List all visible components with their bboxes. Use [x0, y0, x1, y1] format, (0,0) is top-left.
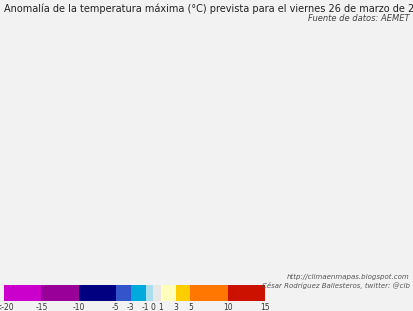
- Text: 10: 10: [222, 303, 232, 311]
- Bar: [145, 285, 153, 301]
- Bar: [175, 285, 190, 301]
- Text: 3: 3: [173, 303, 178, 311]
- Text: <-20: <-20: [0, 303, 13, 311]
- Text: -3: -3: [127, 303, 134, 311]
- Text: 5: 5: [188, 303, 192, 311]
- Text: 1: 1: [158, 303, 163, 311]
- Text: 15: 15: [259, 303, 269, 311]
- Text: -1: -1: [142, 303, 149, 311]
- Bar: [190, 285, 227, 301]
- Text: Anomalía de la temperatura máxima (°C) prevista para el viernes 26 de marzo de 2: Anomalía de la temperatura máxima (°C) p…: [4, 4, 413, 14]
- Bar: [116, 285, 131, 301]
- Bar: [41, 285, 78, 301]
- Text: -10: -10: [72, 303, 85, 311]
- Bar: [160, 285, 175, 301]
- Bar: [227, 285, 264, 301]
- Text: http://climaenmapas.blogspot.com
César Rodríguez Ballesteros, twitter: @clb: http://climaenmapas.blogspot.com César R…: [261, 274, 409, 289]
- Bar: [4, 285, 41, 301]
- Bar: [131, 285, 145, 301]
- Bar: [78, 285, 116, 301]
- Text: -5: -5: [112, 303, 119, 311]
- Text: 0: 0: [150, 303, 155, 311]
- Text: Fuente de datos: AEMET: Fuente de datos: AEMET: [308, 14, 409, 23]
- Bar: [153, 285, 160, 301]
- Text: -15: -15: [35, 303, 47, 311]
